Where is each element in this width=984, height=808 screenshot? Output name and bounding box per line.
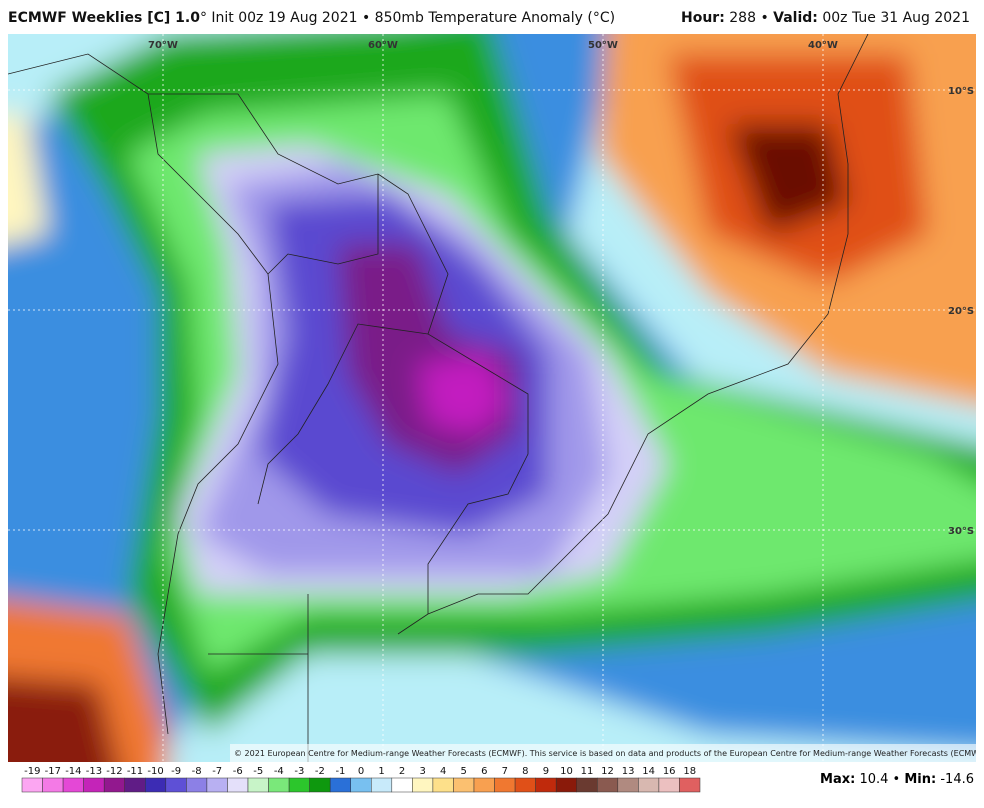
graticule [8, 34, 976, 762]
legend-label: 3 [419, 766, 425, 777]
legend-label: -17 [45, 766, 61, 777]
legend-label: 9 [543, 766, 549, 777]
legend-swatch [83, 777, 105, 793]
legend-label: -4 [274, 766, 284, 777]
legend-swatch [21, 777, 43, 793]
legend-label: 12 [601, 766, 614, 777]
legend-label: -19 [24, 766, 40, 777]
separator: • [892, 772, 901, 787]
legend-label: -8 [192, 766, 202, 777]
legend-label: 7 [502, 766, 508, 777]
legend-swatch [453, 777, 475, 793]
legend-label: -12 [106, 766, 122, 777]
legend-label: 11 [581, 766, 594, 777]
legend-label: 0 [358, 766, 364, 777]
legend-label: 1 [378, 766, 384, 777]
legend-label: 16 [663, 766, 676, 777]
title-rest: ° Init 00z 19 Aug 2021 • 850mb Temperatu… [199, 10, 616, 26]
max-value: 10.4 [859, 772, 889, 787]
max-label: Max: [820, 772, 856, 787]
legend-label: 13 [622, 766, 635, 777]
legend-label: -5 [253, 766, 263, 777]
legend-label: -10 [147, 766, 163, 777]
lon-label: 70°W [148, 40, 178, 51]
legend-swatch [145, 777, 167, 793]
legend-swatch [597, 777, 619, 793]
legend-swatch [206, 777, 228, 793]
valid-info: Hour: 288 • Valid: 00z Tue 31 Aug 2021 [681, 10, 970, 26]
lon-label: 40°W [808, 40, 838, 51]
title: ECMWF Weeklies [C] 1.0° Init 00z 19 Aug … [8, 10, 615, 26]
legend-swatch [555, 777, 577, 793]
legend-label: -9 [171, 766, 181, 777]
legend-swatch [309, 777, 331, 793]
legend-label: 18 [683, 766, 696, 777]
lat-label: 20°S [948, 306, 974, 317]
title-bold: ECMWF Weeklies [C] 1.0 [8, 10, 200, 26]
hour-value: 288 [729, 10, 756, 26]
legend-label: 6 [481, 766, 487, 777]
legend-label: 8 [522, 766, 528, 777]
legend-swatch [473, 777, 495, 793]
valid-label: Valid: [773, 10, 818, 26]
legend-label: 5 [461, 766, 467, 777]
legend-swatch [329, 777, 351, 793]
legend-swatch [103, 777, 125, 793]
legend-label: -13 [86, 766, 102, 777]
legend-label: -1 [335, 766, 345, 777]
legend-swatch [412, 777, 434, 793]
anomaly-field [8, 34, 976, 762]
lat-label: 10°S [948, 86, 974, 97]
lat-label: 30°S [948, 526, 974, 537]
legend-swatch [658, 777, 680, 793]
legend-swatch [247, 777, 269, 793]
legend-swatch [165, 777, 187, 793]
legend-label: 10 [560, 766, 573, 777]
legend-swatch [124, 777, 146, 793]
legend-label: -3 [294, 766, 304, 777]
map: 70°W 60°W 50°W 40°W 10°S 20°S 30°S © 202… [8, 34, 976, 762]
hour-label: Hour: [680, 10, 725, 26]
legend-swatch [576, 777, 598, 793]
lon-label: 60°W [368, 40, 398, 51]
legend-label: -11 [127, 766, 143, 777]
max-min: Max: 10.4 • Min: -14.6 [820, 772, 974, 787]
legend-swatch [638, 777, 660, 793]
valid-value: 00z Tue 31 Aug 2021 [822, 10, 970, 26]
legend-swatch [371, 777, 393, 793]
legend-label: 2 [399, 766, 405, 777]
legend-label: 14 [642, 766, 655, 777]
copyright: © 2021 European Centre for Medium-range … [234, 749, 976, 758]
legend-swatch [679, 777, 701, 793]
borders [8, 34, 869, 762]
legend-label: -2 [315, 766, 325, 777]
legend-swatch [514, 777, 536, 793]
legend-label: 4 [440, 766, 446, 777]
legend-swatch [42, 777, 64, 793]
separator: • [760, 10, 769, 26]
lon-label: 50°W [588, 40, 618, 51]
legend-swatch [535, 777, 557, 793]
legend-swatch [186, 777, 208, 793]
legend-label: -6 [233, 766, 243, 777]
copyright-bg [230, 744, 976, 762]
legend-swatch [350, 777, 372, 793]
legend-swatch [617, 777, 639, 793]
legend-swatch [494, 777, 516, 793]
legend-swatch [227, 777, 249, 793]
coordinate-labels: 70°W 60°W 50°W 40°W 10°S 20°S 30°S [148, 40, 974, 537]
legend-swatch [62, 777, 84, 793]
legend-swatch [288, 777, 310, 793]
legend-label: -7 [212, 766, 222, 777]
legend-swatch [391, 777, 413, 793]
min-value: -14.6 [940, 772, 974, 787]
legend-swatch [268, 777, 290, 793]
legend: -19 -17 -14 -13 -12 -11 -10 -9 -8 -7 -6 -5 -4 -3 -2 -1 0… [21, 766, 701, 793]
legend-swatch [432, 777, 454, 793]
min-label: Min: [904, 772, 937, 787]
legend-label: -14 [65, 766, 81, 777]
